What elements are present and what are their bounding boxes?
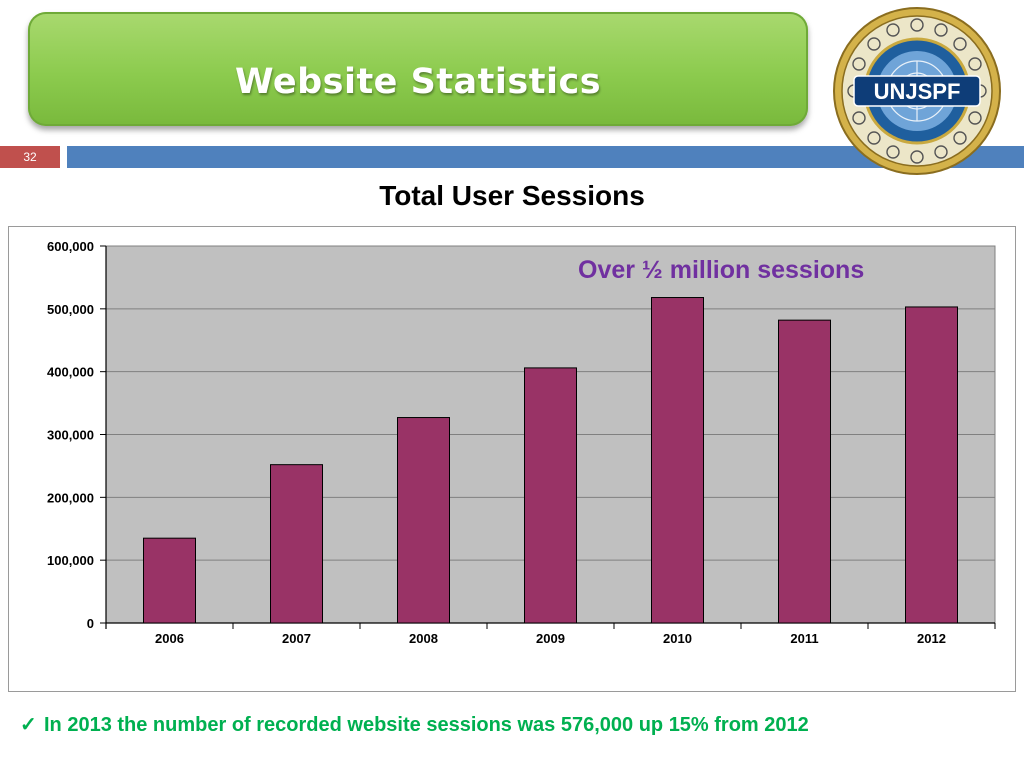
x-tick-label: 2009 <box>536 631 565 646</box>
bar-2007 <box>270 464 323 624</box>
logo-text: UNJSPF <box>874 79 961 104</box>
footer-note-row: ✓ In 2013 the number of recorded website … <box>20 712 809 737</box>
chart-annotation: Over ½ million sessions <box>578 256 865 284</box>
y-tick-label: 300,000 <box>47 428 94 443</box>
x-tick-label: 2006 <box>155 631 184 646</box>
chart-title: Total User Sessions <box>379 180 645 211</box>
y-tick-label: 500,000 <box>47 302 94 317</box>
title-banner: Website Statistics <box>28 12 808 126</box>
bar-2006 <box>143 537 196 624</box>
bar-chart: 0 100,000 200,000 300,000 400,000 500,000 600,… <box>47 239 996 646</box>
x-tick-label: 2010 <box>663 631 692 646</box>
header-band <box>67 146 1024 168</box>
x-tick-label: 2012 <box>917 631 946 646</box>
footer-note: In 2013 the number of recorded website s… <box>44 714 809 736</box>
bar-2011 <box>778 319 831 624</box>
checkmark-icon: ✓ <box>20 714 37 736</box>
y-tick-label: 600,000 <box>47 239 94 254</box>
y-tick-label: 100,000 <box>47 553 94 568</box>
slide-title: Website Statistics <box>234 62 602 102</box>
x-tick-label: 2008 <box>409 631 438 646</box>
page-number: 32 <box>0 146 60 168</box>
x-tick-label: 2007 <box>282 631 311 646</box>
x-tick-label: 2011 <box>790 631 818 646</box>
bar-2010 <box>651 297 704 624</box>
chart-frame: 0 100,000 200,000 300,000 400,000 500,000 600,… <box>8 226 1016 692</box>
y-tick-label: 0 <box>87 616 94 631</box>
bar-2009 <box>524 367 577 624</box>
y-tick-label: 400,000 <box>47 365 94 380</box>
y-tick-label: 200,000 <box>47 490 94 505</box>
unjspf-logo: UNJSPF <box>833 7 1001 175</box>
bar-2012 <box>905 306 958 624</box>
bar-2008 <box>397 417 450 624</box>
